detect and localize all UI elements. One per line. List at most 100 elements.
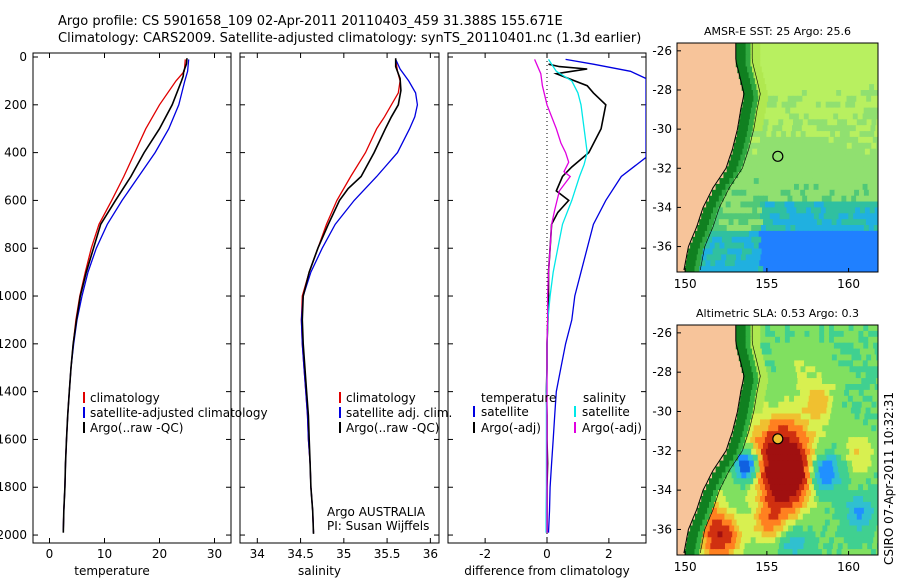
map-cell	[780, 189, 787, 197]
map-cell	[833, 201, 840, 209]
map-cell	[831, 266, 838, 272]
map-cell	[805, 366, 812, 373]
map-cell	[822, 354, 828, 362]
map-cell	[818, 543, 824, 550]
map-cell	[706, 496, 712, 503]
map-cell	[709, 230, 716, 238]
map-cell	[746, 507, 752, 515]
map-cell	[787, 195, 794, 203]
map-cell	[851, 478, 857, 485]
map-cell	[758, 378, 764, 385]
map-cell	[763, 549, 769, 555]
map-cell	[783, 425, 789, 432]
map-cell	[841, 125, 847, 132]
map-cell	[854, 189, 860, 197]
map-cell	[858, 325, 865, 332]
figure-title-line2: Climatology: CARS2009. Satellite-adjuste…	[58, 31, 641, 46]
map-cell	[863, 389, 870, 397]
map-cell	[810, 236, 816, 244]
map-cell	[695, 543, 702, 550]
map-cell	[768, 354, 774, 362]
x-tick-label: 20	[152, 547, 167, 561]
map-cell	[851, 401, 858, 409]
map-cell	[735, 466, 741, 474]
map-cell	[774, 395, 781, 403]
map-cell	[735, 496, 742, 503]
map-cell	[787, 555, 793, 562]
map-cell	[742, 431, 749, 438]
map-cell	[733, 454, 739, 462]
map-cell	[809, 437, 815, 444]
map-cell	[851, 119, 858, 126]
map-cell	[848, 330, 855, 338]
map-cell	[843, 154, 850, 162]
map-cell	[859, 236, 865, 244]
map-cell	[760, 201, 766, 209]
map-cell	[728, 272, 734, 279]
map-cell	[841, 354, 848, 362]
map-cell	[729, 278, 735, 285]
map-cell	[774, 136, 781, 144]
map-cell	[808, 360, 815, 368]
map-cell	[782, 272, 788, 279]
map-cell	[834, 537, 840, 544]
map-cell	[844, 189, 850, 197]
map-cell	[768, 230, 775, 238]
map-cell	[819, 330, 825, 338]
map-cell	[733, 272, 739, 279]
map-cell	[860, 555, 866, 562]
y-tick-label: 1800	[0, 480, 27, 494]
map-cell	[766, 207, 773, 215]
map-cell	[848, 48, 855, 56]
map-cell	[847, 183, 854, 191]
map-cell	[774, 466, 781, 474]
map-cell	[750, 213, 756, 220]
map-cell	[872, 437, 878, 444]
map-cell	[780, 389, 787, 397]
map-cell	[738, 72, 745, 80]
map-cell	[811, 384, 817, 391]
map-cell	[772, 125, 779, 132]
map-cell	[813, 278, 819, 285]
map-cell	[805, 236, 811, 244]
map-cell	[838, 325, 845, 332]
map-cell	[839, 448, 846, 456]
map-cell	[830, 66, 837, 74]
map-cell	[840, 431, 847, 438]
map-cell	[759, 183, 766, 191]
map-cell	[763, 230, 770, 238]
map-cell	[777, 195, 784, 203]
map-cell	[818, 213, 825, 220]
map-cell	[721, 519, 728, 527]
map-cell	[783, 260, 790, 267]
map-cell	[797, 219, 803, 226]
map-cell	[782, 125, 788, 132]
map-cell	[737, 413, 743, 421]
map-cell	[789, 484, 796, 491]
map-cell	[830, 384, 837, 391]
map-cell	[754, 78, 761, 85]
map-cell	[760, 437, 766, 444]
map-cell	[802, 478, 808, 485]
map-cell	[874, 384, 878, 391]
map-cell	[787, 95, 794, 103]
map-cell	[806, 384, 812, 391]
map-cell	[759, 260, 765, 267]
map-cell	[760, 325, 766, 332]
map-cell	[729, 543, 736, 550]
map-cell	[758, 95, 764, 103]
map-cell	[752, 148, 758, 156]
map-cell	[852, 113, 859, 121]
map-cell	[785, 389, 791, 397]
map-cell	[861, 549, 867, 555]
map-cell	[789, 466, 795, 474]
map-cell	[863, 166, 870, 173]
map-cell	[762, 90, 769, 97]
map-cell	[774, 201, 781, 209]
map-cell	[808, 278, 814, 285]
map-cell	[745, 48, 752, 56]
map-cell	[809, 60, 816, 68]
map-cell	[734, 525, 740, 533]
map-cell	[759, 466, 766, 474]
map-cell	[723, 501, 730, 509]
